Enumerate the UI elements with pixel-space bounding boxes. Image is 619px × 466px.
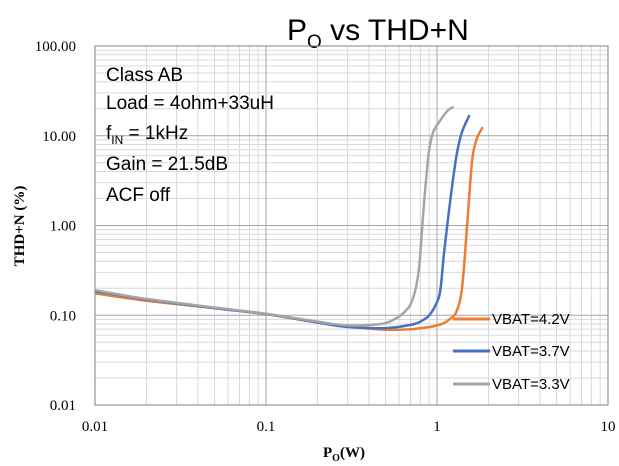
y-tick-label: 0.01 bbox=[50, 398, 76, 414]
legend-label: VBAT=4.2V bbox=[492, 311, 570, 328]
y-tick-labels: 100.00 10.00 1.00 0.10 0.01 bbox=[35, 39, 76, 414]
chart-title: PO vs THD+N bbox=[287, 14, 469, 53]
x-axis-label: PO(W) bbox=[323, 445, 365, 464]
plot-area-border bbox=[94, 45, 609, 406]
y-tick-label: 1.00 bbox=[50, 219, 76, 235]
x-tick-label: 0.01 bbox=[82, 419, 108, 435]
legend-label: VBAT=3.7V bbox=[492, 343, 570, 360]
series-lines bbox=[94, 105, 484, 332]
legend: VBAT=4.2V VBAT=3.7V VBAT=3.3V bbox=[453, 311, 570, 393]
x-tick-labels: 0.01 0.1 1 10 bbox=[82, 419, 616, 435]
series-line-3 bbox=[94, 105, 455, 327]
major-gridlines bbox=[95, 46, 608, 405]
title-main: P bbox=[287, 14, 307, 47]
note-fin-rest: = 1kHz bbox=[123, 123, 188, 144]
xlabel-sub: O bbox=[332, 453, 340, 464]
xlabel-main: P bbox=[323, 445, 332, 461]
note-load: Load = 4ohm+33uH bbox=[106, 93, 274, 114]
x-tick-label: 10 bbox=[601, 419, 616, 435]
note-fin-sub: IN bbox=[111, 133, 123, 147]
y-tick-label: 0.10 bbox=[50, 308, 76, 324]
title-sub: O bbox=[307, 32, 322, 53]
y-axis-label: THD+N (%) bbox=[12, 186, 28, 267]
annotation-block: Class AB Load = 4ohm+33uH fIN = 1kHz Gai… bbox=[106, 65, 274, 206]
y-tick-label: 10.00 bbox=[42, 129, 76, 145]
x-tick-label: 0.1 bbox=[257, 419, 276, 435]
y-tick-label: 100.00 bbox=[35, 39, 76, 55]
note-class: Class AB bbox=[106, 65, 183, 86]
note-fin-main: f bbox=[106, 123, 112, 144]
note-gain: Gain = 21.5dB bbox=[106, 154, 228, 175]
title-rest: vs THD+N bbox=[322, 14, 469, 47]
xlabel-rest: (W) bbox=[340, 445, 365, 461]
legend-label: VBAT=3.3V bbox=[492, 376, 570, 393]
note-fin: fIN = 1kHz bbox=[106, 123, 188, 147]
x-tick-label: 1 bbox=[433, 419, 441, 435]
note-acf: ACF off bbox=[106, 185, 171, 206]
